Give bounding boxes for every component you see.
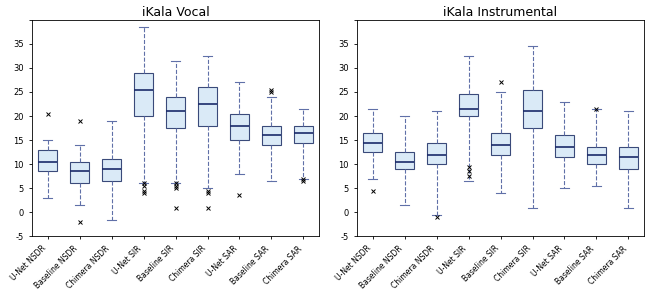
Title: iKala Vocal: iKala Vocal <box>142 6 209 19</box>
PathPatch shape <box>587 147 606 164</box>
PathPatch shape <box>363 133 382 152</box>
PathPatch shape <box>134 73 153 116</box>
PathPatch shape <box>198 87 217 126</box>
PathPatch shape <box>427 142 446 164</box>
PathPatch shape <box>166 97 185 128</box>
PathPatch shape <box>70 162 89 184</box>
PathPatch shape <box>262 126 281 145</box>
PathPatch shape <box>619 147 638 169</box>
PathPatch shape <box>523 90 542 128</box>
PathPatch shape <box>102 159 121 181</box>
PathPatch shape <box>230 114 249 140</box>
PathPatch shape <box>555 135 574 157</box>
PathPatch shape <box>38 150 57 171</box>
Title: iKala Instrumental: iKala Instrumental <box>443 6 558 19</box>
PathPatch shape <box>294 126 313 142</box>
PathPatch shape <box>491 133 510 155</box>
PathPatch shape <box>395 152 414 169</box>
PathPatch shape <box>459 94 478 116</box>
